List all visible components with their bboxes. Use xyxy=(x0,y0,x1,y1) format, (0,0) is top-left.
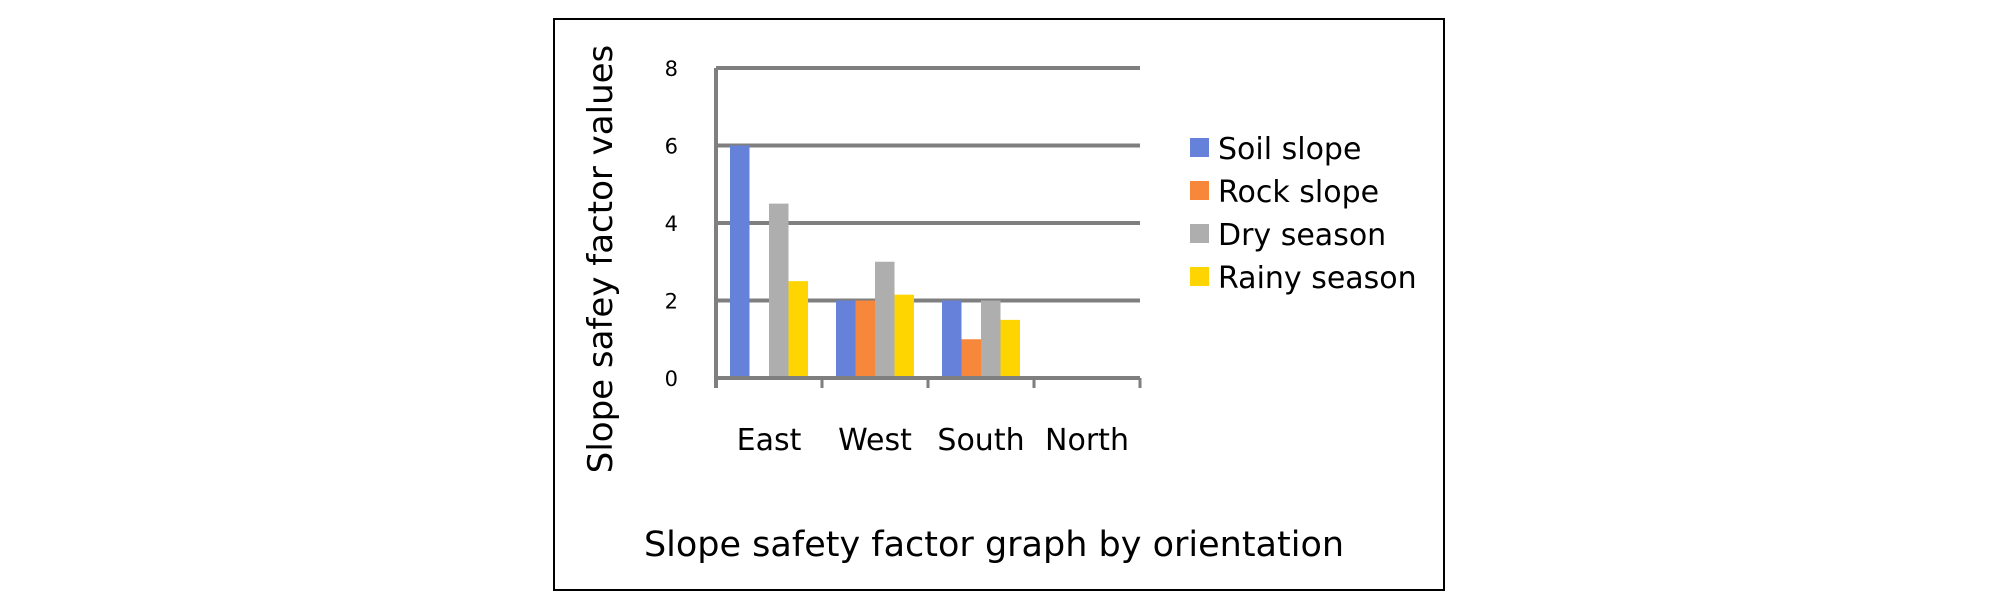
chart-title: Slope safety factor graph by orientation xyxy=(644,525,1344,565)
bar-east-soil-slope xyxy=(730,145,750,378)
legend-label-rainy-season: Rainy season xyxy=(1218,261,1417,296)
bar-south-rainy-season xyxy=(1000,319,1020,378)
y-axis-title: Slope safey factor values xyxy=(581,45,621,474)
x-category-label-north: North xyxy=(1045,423,1129,458)
bar-east-dry-season xyxy=(769,203,789,378)
bar-south-soil-slope xyxy=(942,300,962,378)
x-category-label-south: South xyxy=(937,423,1024,458)
bar-west-soil-slope xyxy=(836,300,856,378)
bar-west-rock-slope xyxy=(855,300,875,378)
y-tick-label-2: 2 xyxy=(665,290,678,314)
legend-label-rock-slope: Rock slope xyxy=(1218,175,1379,210)
x-category-label-east: East xyxy=(737,423,802,458)
legend: Soil slope Rock slope Dry season Rainy seas… xyxy=(1190,132,1417,296)
legend-label-dry-season: Dry season xyxy=(1218,218,1386,253)
bar-south-dry-season xyxy=(981,300,1001,378)
bar-west-rainy-season xyxy=(894,294,914,378)
legend-swatch-soil-slope xyxy=(1190,138,1209,157)
legend-swatch-rock-slope xyxy=(1190,181,1209,200)
x-category-labels: East West South North xyxy=(737,423,1129,458)
legend-swatch-rainy-season xyxy=(1190,267,1209,286)
legend-swatch-dry-season xyxy=(1190,224,1209,243)
bar-south-rock-slope xyxy=(961,339,981,378)
y-tick-label-8: 8 xyxy=(665,57,678,81)
x-category-label-west: West xyxy=(838,423,912,458)
y-tick-label-6: 6 xyxy=(665,135,678,159)
y-tick-labels: 0 2 4 6 8 xyxy=(665,57,678,391)
y-tick-label-4: 4 xyxy=(665,212,678,236)
y-tick-label-0: 0 xyxy=(665,367,678,391)
axes xyxy=(714,68,1142,388)
bar-east-rainy-season xyxy=(788,281,808,378)
legend-label-soil-slope: Soil slope xyxy=(1218,132,1361,167)
bars xyxy=(730,145,1020,378)
bar-west-dry-season xyxy=(875,261,895,378)
